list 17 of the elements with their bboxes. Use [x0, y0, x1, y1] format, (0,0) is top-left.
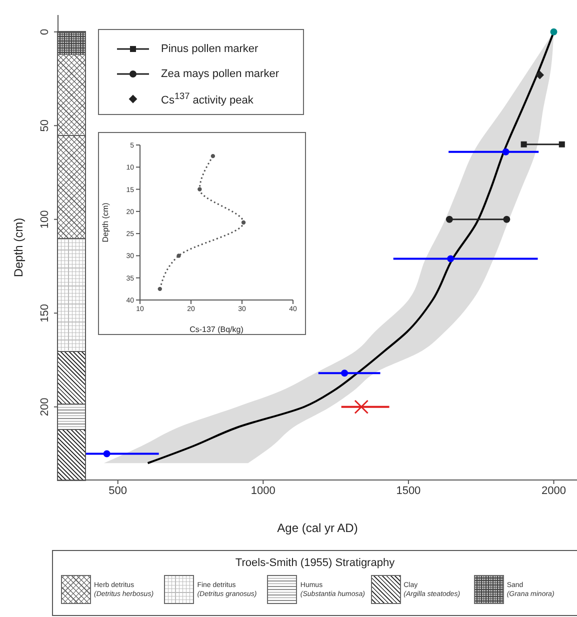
- x-axis-title: Age (cal yr AD): [277, 521, 358, 535]
- x-axis-title: Cs-137 (Bq/kg): [190, 325, 244, 334]
- y-tick-label: 0: [39, 28, 51, 35]
- legend-label: Pinus pollen marker: [161, 42, 258, 54]
- y-axis-title: Depth (cm): [100, 202, 110, 242]
- x-tick-label: 2000: [542, 484, 566, 497]
- y-axis-title: Depth (cm): [11, 218, 26, 278]
- y-tick-label: 50: [39, 120, 51, 132]
- text: Troels-Smith (1955) Stratigraphy: [234, 557, 396, 569]
- y-tick-label: 150: [39, 304, 51, 322]
- y-tick-label: 100: [39, 210, 51, 229]
- legend-label: Cs$^{137}$ activity peak: [161, 90, 254, 106]
- x-tick-label: 1500: [396, 484, 421, 497]
- x-tick-label: 1000: [250, 484, 276, 497]
- legend-label: Zea mays pollen marker: [161, 68, 279, 80]
- x-tick-label: 500: [108, 484, 128, 497]
- y-tick-label: 200: [39, 398, 51, 416]
